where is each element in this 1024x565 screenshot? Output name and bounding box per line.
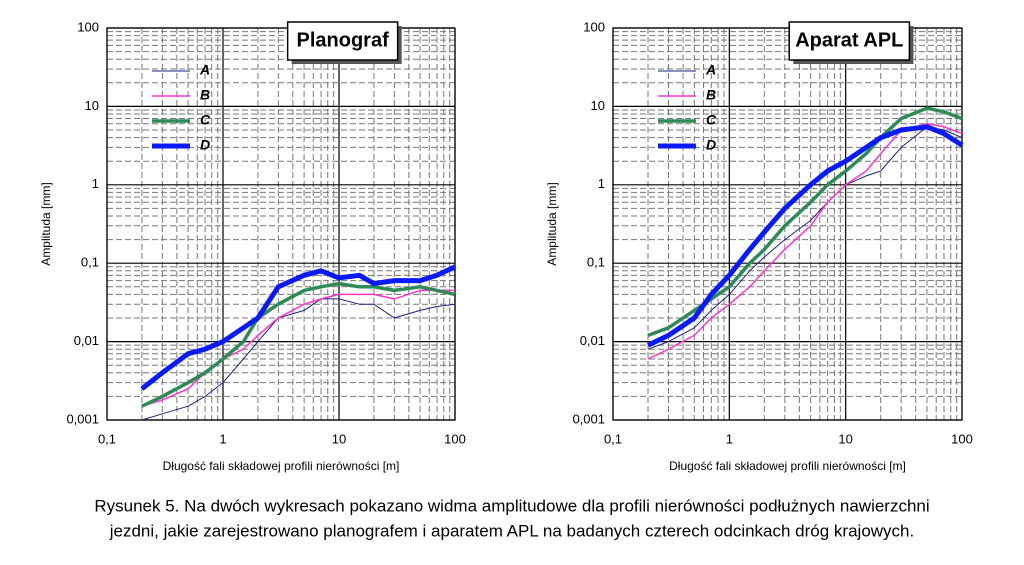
data-line	[141, 289, 455, 407]
y-tick-label: 100	[583, 19, 605, 34]
y-tick-label: 100	[77, 19, 99, 34]
plot-frame	[612, 27, 963, 421]
y-tick-label: 10	[85, 98, 99, 113]
legend-label: B	[200, 87, 210, 103]
legend-label: A	[199, 62, 210, 78]
x-tick-label: 0,1	[604, 431, 622, 446]
y-tick-label: 0,1	[81, 255, 99, 270]
legend-label: C	[200, 112, 211, 128]
data-line	[141, 298, 456, 421]
y-tick-label: 0,01	[74, 333, 99, 348]
x-tick-label: 1	[219, 431, 226, 446]
y-tick-label: 0,1	[587, 255, 605, 270]
chart-title: Aparat APL	[795, 29, 903, 51]
y-tick-label: 1	[92, 176, 99, 191]
y-tick-label: 1	[598, 176, 605, 191]
x-tick-label: 1	[726, 431, 733, 446]
caption: Rysunek 5. Na dwóch wykresach pokazano w…	[94, 496, 929, 515]
x-tick-label: 10	[838, 431, 852, 446]
plot-area	[107, 28, 455, 420]
y-tick-label: 0,01	[580, 333, 605, 348]
y-tick-label: 0,001	[66, 411, 99, 426]
y-tick-label: 0,001	[572, 411, 605, 426]
legend-label: D	[706, 137, 716, 153]
chart-title: Planograf	[297, 29, 390, 51]
legend-label: D	[200, 137, 210, 153]
caption: jezdni, jakie zarejestrowano planografem…	[109, 521, 915, 540]
y-axis-label: Amplituda [mm]	[545, 182, 559, 265]
title-box	[286, 21, 399, 61]
data-line	[140, 264, 457, 391]
legend-label: B	[706, 87, 716, 103]
legend-label: C	[706, 112, 717, 128]
x-tick-label: 100	[951, 431, 973, 446]
x-tick-label: 100	[444, 431, 466, 446]
title-box	[788, 21, 911, 61]
data-line	[141, 281, 456, 408]
plot-frame	[106, 27, 456, 421]
x-tick-label: 10	[332, 431, 346, 446]
legend-label: A	[705, 62, 716, 78]
x-tick-label: 0,1	[98, 431, 116, 446]
data-line	[647, 126, 963, 350]
y-axis-label: Amplituda [mm]	[39, 182, 53, 265]
x-axis-label: Długość fali składowej profili nierównoś…	[669, 459, 906, 473]
data-line	[646, 124, 964, 348]
y-tick-label: 10	[591, 98, 605, 113]
x-axis-label: Długość fali składowej profili nierównoś…	[163, 459, 400, 473]
